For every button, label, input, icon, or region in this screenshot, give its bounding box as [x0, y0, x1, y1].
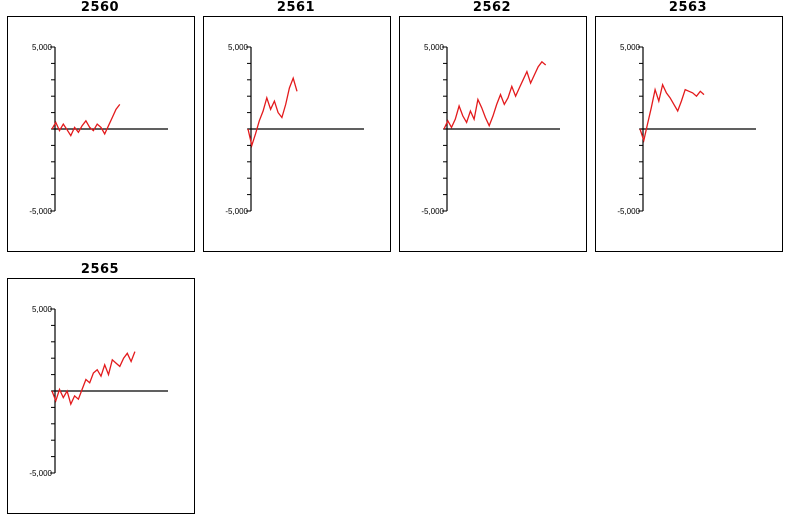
y-tick-label-min: -5,000	[225, 207, 248, 216]
chart-title: 2563	[668, 0, 708, 15]
chart-panel-2561: 2561 5,000 -5,000	[196, 0, 396, 262]
chart-svg: 5,000 -5,000	[421, 43, 560, 216]
chart-frame	[7, 16, 195, 252]
chart-svg: 5,000 -5,000	[225, 43, 364, 216]
chart-title: 2561	[276, 0, 316, 15]
chart-svg: 5,000 -5,000	[29, 43, 168, 216]
chart-frame	[203, 16, 391, 252]
series-line-0	[247, 76, 298, 148]
chart-panel-2562: 2562 5,000 -5,000	[392, 0, 592, 262]
chart-panel-2560: 2560 5,000 -5,000	[0, 0, 200, 262]
y-tick-label-max: 5,000	[228, 43, 249, 52]
y-tick-label-max: 5,000	[32, 305, 53, 314]
chart-title: 2560	[80, 0, 120, 15]
chart-panel-2563: 2563 5,000 -5,000	[588, 0, 788, 262]
y-tick-label-max: 5,000	[32, 43, 53, 52]
chart-frame	[399, 16, 587, 252]
chart-svg: 5,000 -5,000	[29, 305, 168, 478]
series-line-0	[51, 104, 121, 137]
series-line-0	[639, 82, 705, 143]
chart-frame	[7, 278, 195, 514]
chart-title: 2565	[80, 262, 120, 277]
chart-title: 2562	[472, 0, 512, 15]
y-tick-label-max: 5,000	[620, 43, 641, 52]
y-tick-label-min: -5,000	[29, 207, 52, 216]
y-tick-label-max: 5,000	[424, 43, 445, 52]
y-tick-label-min: -5,000	[617, 207, 640, 216]
chart-svg: 5,000 -5,000	[617, 43, 756, 216]
y-tick-label-min: -5,000	[29, 469, 52, 478]
chart-panel-2565: 2565 5,000 -5,000	[0, 262, 200, 524]
series-line-0	[51, 351, 136, 406]
series-line-0	[443, 60, 547, 130]
y-tick-label-min: -5,000	[421, 207, 444, 216]
chart-frame	[595, 16, 783, 252]
